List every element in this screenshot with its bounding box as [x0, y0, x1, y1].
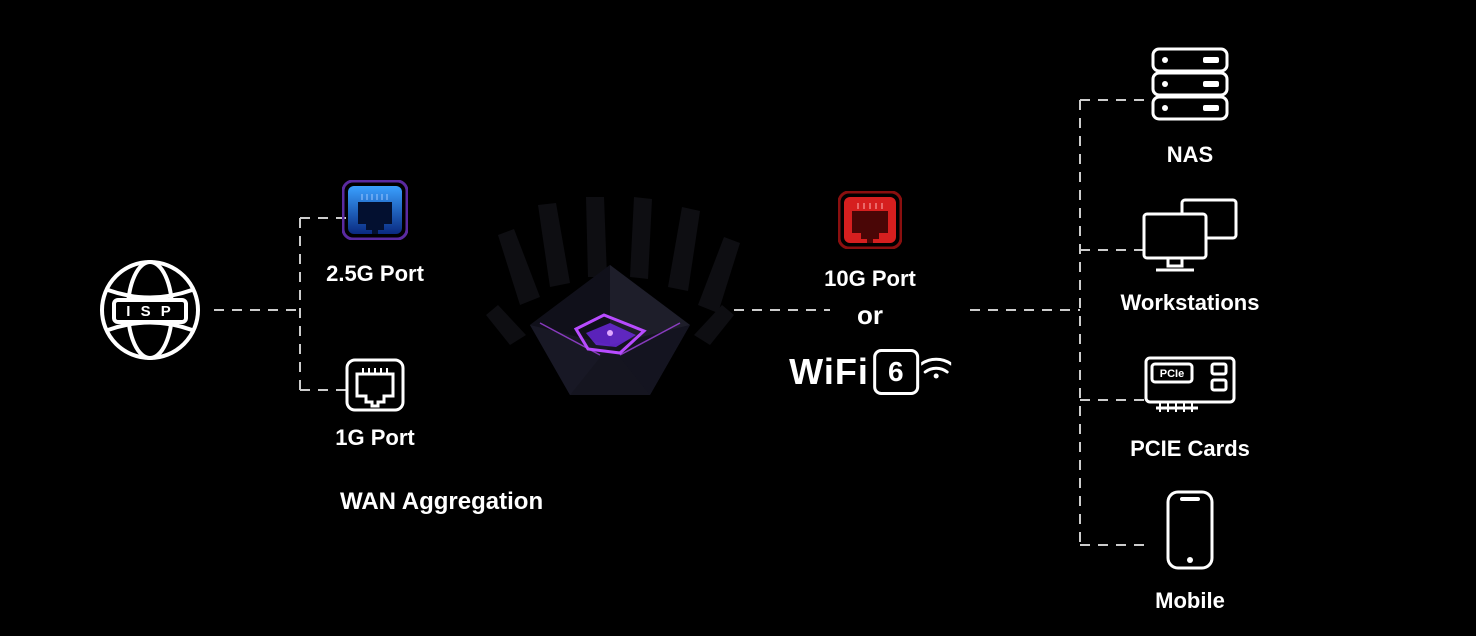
diagram-root: I S P	[0, 0, 1476, 636]
port-2-5g-label: 2.5G Port	[326, 261, 424, 287]
port-1g-label: 1G Port	[335, 425, 414, 451]
wifi6-icon: WiFi 6	[789, 349, 951, 395]
workstations-label: Workstations	[1121, 290, 1260, 316]
wan-aggregation-label: WAN Aggregation	[340, 488, 543, 516]
mobile-icon	[1164, 488, 1216, 572]
mobile-label: Mobile	[1155, 588, 1225, 614]
wifi6-brand: WiFi	[789, 351, 869, 393]
pcie-icon: PCIe	[1138, 350, 1242, 420]
nas-label: NAS	[1167, 142, 1213, 168]
port-10g-icon	[838, 191, 902, 249]
nas-icon	[1147, 45, 1233, 125]
port-10g-label: 10G Port	[824, 266, 916, 292]
port-1g-icon	[345, 358, 405, 412]
workstations-icon	[1140, 196, 1240, 274]
svg-text:PCIe: PCIe	[1160, 368, 1184, 380]
wifi6-gen: 6	[873, 349, 919, 395]
pcie-label: PCIE Cards	[1130, 436, 1250, 462]
port-2-5g-icon	[342, 180, 408, 240]
router-icon	[480, 195, 740, 425]
or-label: or	[857, 300, 883, 331]
